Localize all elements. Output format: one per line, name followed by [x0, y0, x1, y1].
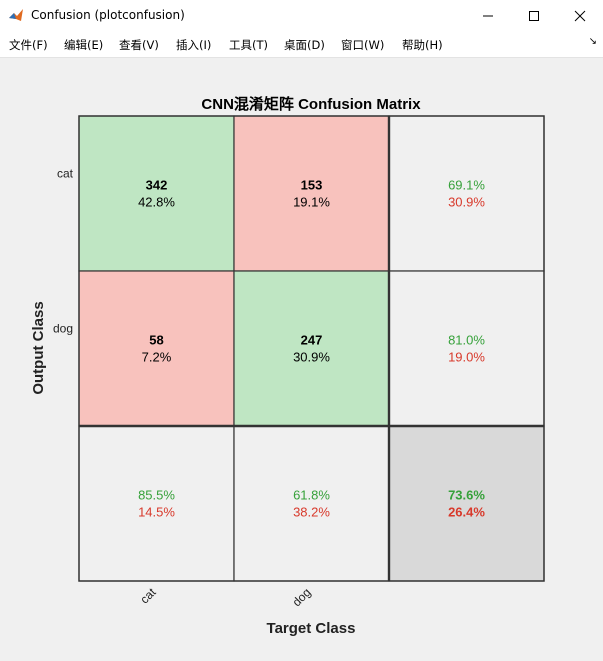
y-tick-label: cat [57, 167, 74, 181]
summary-correct-rate: 85.5% [138, 488, 175, 503]
cell-count: 153 [301, 178, 323, 193]
matrix-cell [78, 425, 235, 582]
title-bar: Confusion (plotconfusion) [0, 0, 603, 31]
summary-correct-rate: 61.8% [293, 488, 330, 503]
cell-count: 58 [149, 333, 163, 348]
cell-count: 342 [146, 178, 168, 193]
maximize-icon [529, 10, 539, 21]
x-tick-label: cat [137, 585, 159, 607]
figure-area: CNN混淆矩阵 Confusion Matrix Target Class Ou… [0, 58, 603, 657]
matrix-border [78, 115, 545, 582]
minimize-button[interactable] [465, 0, 511, 31]
matrix-cell [388, 115, 545, 272]
summary-correct-rate: 73.6% [448, 488, 485, 503]
cell-percent: 7.2% [142, 350, 172, 365]
chart-title: CNN混淆矩阵 Confusion Matrix [201, 95, 421, 113]
matrix-cell [78, 115, 235, 272]
close-icon [574, 10, 586, 21]
x-axis-label: Target Class [267, 620, 356, 637]
matrix-cell [388, 425, 545, 582]
menu-insert[interactable]: 插入(I) [176, 38, 212, 52]
close-button[interactable] [557, 0, 603, 31]
y-tick-label: dog [53, 322, 73, 336]
summary-error-rate: 19.0% [448, 350, 485, 365]
menu-help[interactable]: 帮助(H) [402, 38, 443, 52]
menu-view[interactable]: 查看(V) [119, 38, 159, 52]
confusion-matrix-chart: CNN混淆矩阵 Confusion Matrix Target Class Ou… [30, 95, 545, 637]
y-axis-label: Output Class [30, 301, 47, 394]
matlab-icon [8, 7, 24, 23]
maximize-button[interactable] [511, 0, 557, 31]
window-title: Confusion (plotconfusion) [31, 8, 185, 22]
cell-percent: 30.9% [293, 350, 330, 365]
menu-desktop[interactable]: 桌面(D) [284, 38, 325, 52]
summary-error-rate: 38.2% [293, 505, 330, 520]
dock-arrow-icon[interactable]: ↘ [588, 36, 597, 47]
menu-file[interactable]: 文件(F) [9, 38, 48, 52]
matrix-cell [78, 270, 235, 427]
summary-correct-rate: 81.0% [448, 333, 485, 348]
x-tick-label: dog [290, 585, 314, 609]
menu-window[interactable]: 窗口(W) [341, 38, 385, 52]
cell-percent: 19.1% [293, 195, 330, 210]
summary-error-rate: 26.4% [448, 505, 485, 520]
menu-edit[interactable]: 编辑(E) [64, 38, 104, 52]
menu-bar: 文件(F) 编辑(E) 查看(V) 插入(I) 工具(T) 桌面(D) 窗口(W… [0, 31, 603, 58]
summary-correct-rate: 69.1% [448, 178, 485, 193]
menu-tools[interactable]: 工具(T) [229, 38, 268, 52]
cell-count: 247 [301, 333, 323, 348]
matrix-cell [233, 425, 390, 582]
cell-percent: 42.8% [138, 195, 175, 210]
matrix-cell [233, 115, 390, 272]
minimize-icon [483, 15, 493, 16]
summary-error-rate: 30.9% [448, 195, 485, 210]
summary-error-rate: 14.5% [138, 505, 175, 520]
matrix-cell [233, 270, 390, 427]
matrix-cell [388, 270, 545, 427]
